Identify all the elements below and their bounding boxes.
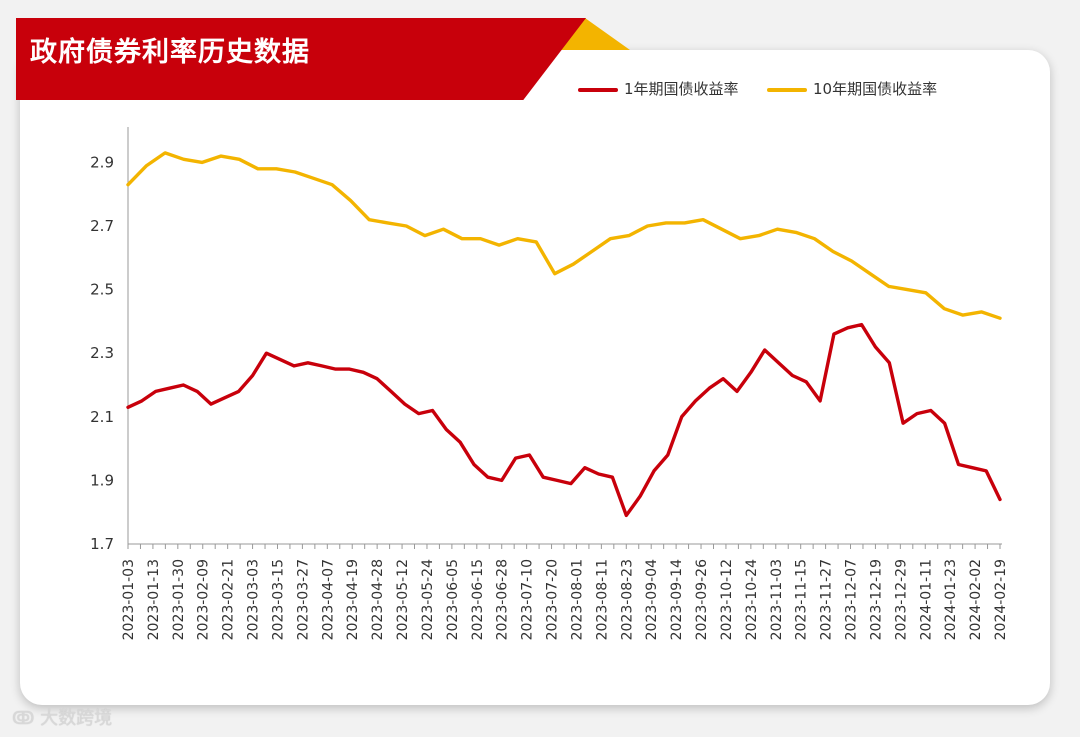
x-tick-label: 2023-09-26 [694, 559, 710, 640]
x-tick-label: 2023-03-03 [246, 559, 262, 640]
x-tick-label: 2024-02-02 [968, 559, 984, 640]
x-tick-label: 2023-08-11 [594, 559, 610, 640]
x-tick-label: 2023-04-28 [370, 559, 386, 640]
x-tick-label: 2023-11-03 [769, 559, 785, 640]
x-tick-label: 2023-04-19 [345, 559, 361, 640]
chart-title: 政府债券利率历史数据 [30, 37, 310, 68]
x-tick-label: 2024-01-23 [943, 559, 959, 640]
x-tick-label: 2023-01-30 [171, 559, 187, 640]
y-tick-label: 2.3 [90, 344, 114, 362]
x-tick-label: 2023-12-19 [868, 559, 884, 640]
watermark: ↂ 大数跨境 [12, 704, 112, 730]
x-tick-label: 2023-04-07 [320, 559, 336, 640]
x-tick-label: 2023-05-12 [395, 559, 411, 640]
legend-item-1y: 1年期国债收益率 [578, 78, 739, 98]
legend-swatch-10y [767, 87, 807, 92]
x-tick-label: 2023-02-21 [221, 559, 237, 640]
x-tick-label: 2023-11-27 [819, 559, 835, 640]
series-line-10y [126, 151, 1002, 320]
legend-swatch-1y [578, 87, 618, 92]
x-tick-label: 2023-06-05 [445, 559, 461, 640]
series-line-1y [126, 322, 1002, 518]
legend-label-1y: 1年期国债收益率 [624, 80, 739, 98]
x-tick-label: 2023-12-07 [844, 559, 860, 640]
x-tick-label: 2023-03-27 [295, 559, 311, 640]
watermark-logo-icon: ↂ [12, 708, 35, 729]
x-tick-label: 2023-09-14 [669, 559, 685, 640]
x-tick-label: 2023-10-24 [744, 559, 760, 640]
watermark-text: 大数跨境 [40, 708, 113, 729]
x-tick-label: 2023-12-29 [893, 559, 909, 640]
legend-label-10y: 10年期国债收益率 [813, 80, 938, 98]
x-tick-label: 2023-01-03 [121, 559, 137, 640]
x-tick-label: 2023-02-09 [196, 559, 212, 640]
legend-item-10y: 10年期国债收益率 [767, 78, 937, 98]
x-tick-label: 2023-07-10 [520, 559, 536, 640]
y-tick-label: 1.7 [90, 535, 114, 553]
x-tick-label: 2023-06-28 [495, 559, 511, 640]
x-tick-label: 2024-02-19 [993, 559, 1009, 640]
y-tick-label: 2.7 [90, 217, 114, 235]
x-tick-label: 2023-07-20 [545, 559, 561, 640]
x-tick-label: 2023-11-15 [794, 559, 810, 640]
x-tick-label: 2023-09-04 [644, 559, 660, 640]
y-tick-label: 2.9 [90, 153, 114, 171]
y-tick-label: 2.1 [90, 408, 114, 426]
x-tick-label: 2023-05-24 [420, 559, 436, 640]
x-tick-label: 2023-10-12 [719, 559, 735, 640]
title-ribbon [16, 18, 586, 100]
x-tick-label: 2023-06-15 [470, 559, 486, 640]
x-tick-label: 2023-03-15 [270, 559, 286, 640]
y-tick-label: 2.5 [90, 281, 114, 299]
y-tick-label: 1.9 [90, 471, 114, 489]
x-tick-label: 2024-01-11 [918, 559, 934, 640]
x-tick-label: 2023-08-23 [619, 559, 635, 640]
x-tick-label: 2023-08-01 [569, 559, 585, 640]
x-tick-label: 2023-01-13 [146, 559, 162, 640]
